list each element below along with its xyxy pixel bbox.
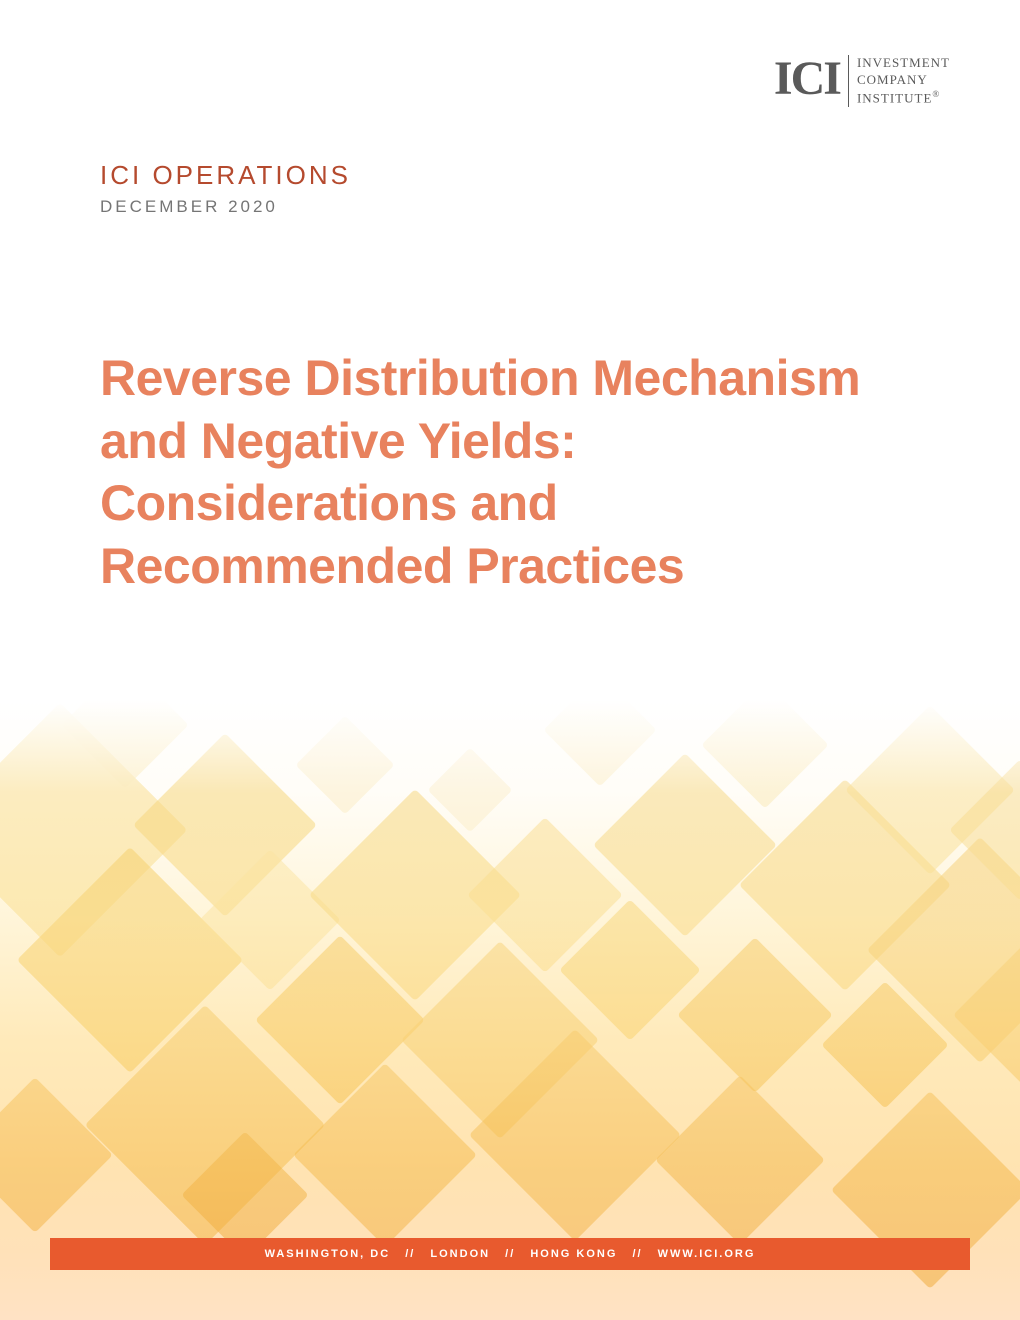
footer-sep: // — [405, 1248, 415, 1260]
footer-url: WWW.ICI.ORG — [658, 1248, 756, 1260]
footer-text: WASHINGTON, DC // LONDON // HONG KONG //… — [265, 1248, 756, 1260]
logo-c-symbol: C — [791, 55, 824, 103]
logo-line3: INSTITUTE® — [857, 89, 950, 107]
logo-mark: I C I — [774, 55, 840, 103]
document-page: I C I INVESTMENT COMPANY INSTITUTE® ICI … — [0, 0, 1020, 1320]
ici-logo: I C I INVESTMENT COMPANY INSTITUTE® — [774, 55, 950, 107]
logo-line1: INVESTMENT — [857, 55, 950, 72]
footer-loc2: LONDON — [430, 1248, 490, 1260]
footer-bar: WASHINGTON, DC // LONDON // HONG KONG //… — [50, 1238, 970, 1270]
logo-letter-i: I — [823, 55, 840, 103]
date-label: DECEMBER 2020 — [100, 197, 920, 217]
logo-line2: COMPANY — [857, 72, 950, 89]
department-label: ICI OPERATIONS — [100, 160, 920, 191]
logo-letter-i: I — [774, 55, 791, 103]
footer-sep: // — [632, 1248, 642, 1260]
background-pattern — [0, 700, 1020, 1320]
footer-loc3: HONG KONG — [530, 1248, 617, 1260]
header-section: ICI OPERATIONS DECEMBER 2020 Reverse Dis… — [0, 50, 1020, 597]
logo-text: INVESTMENT COMPANY INSTITUTE® — [848, 55, 950, 107]
gradient-overlay — [0, 700, 1020, 1320]
footer-sep: // — [505, 1248, 515, 1260]
document-title: Reverse Distribution Mechanism and Negat… — [100, 347, 920, 597]
footer-loc1: WASHINGTON, DC — [265, 1248, 391, 1260]
